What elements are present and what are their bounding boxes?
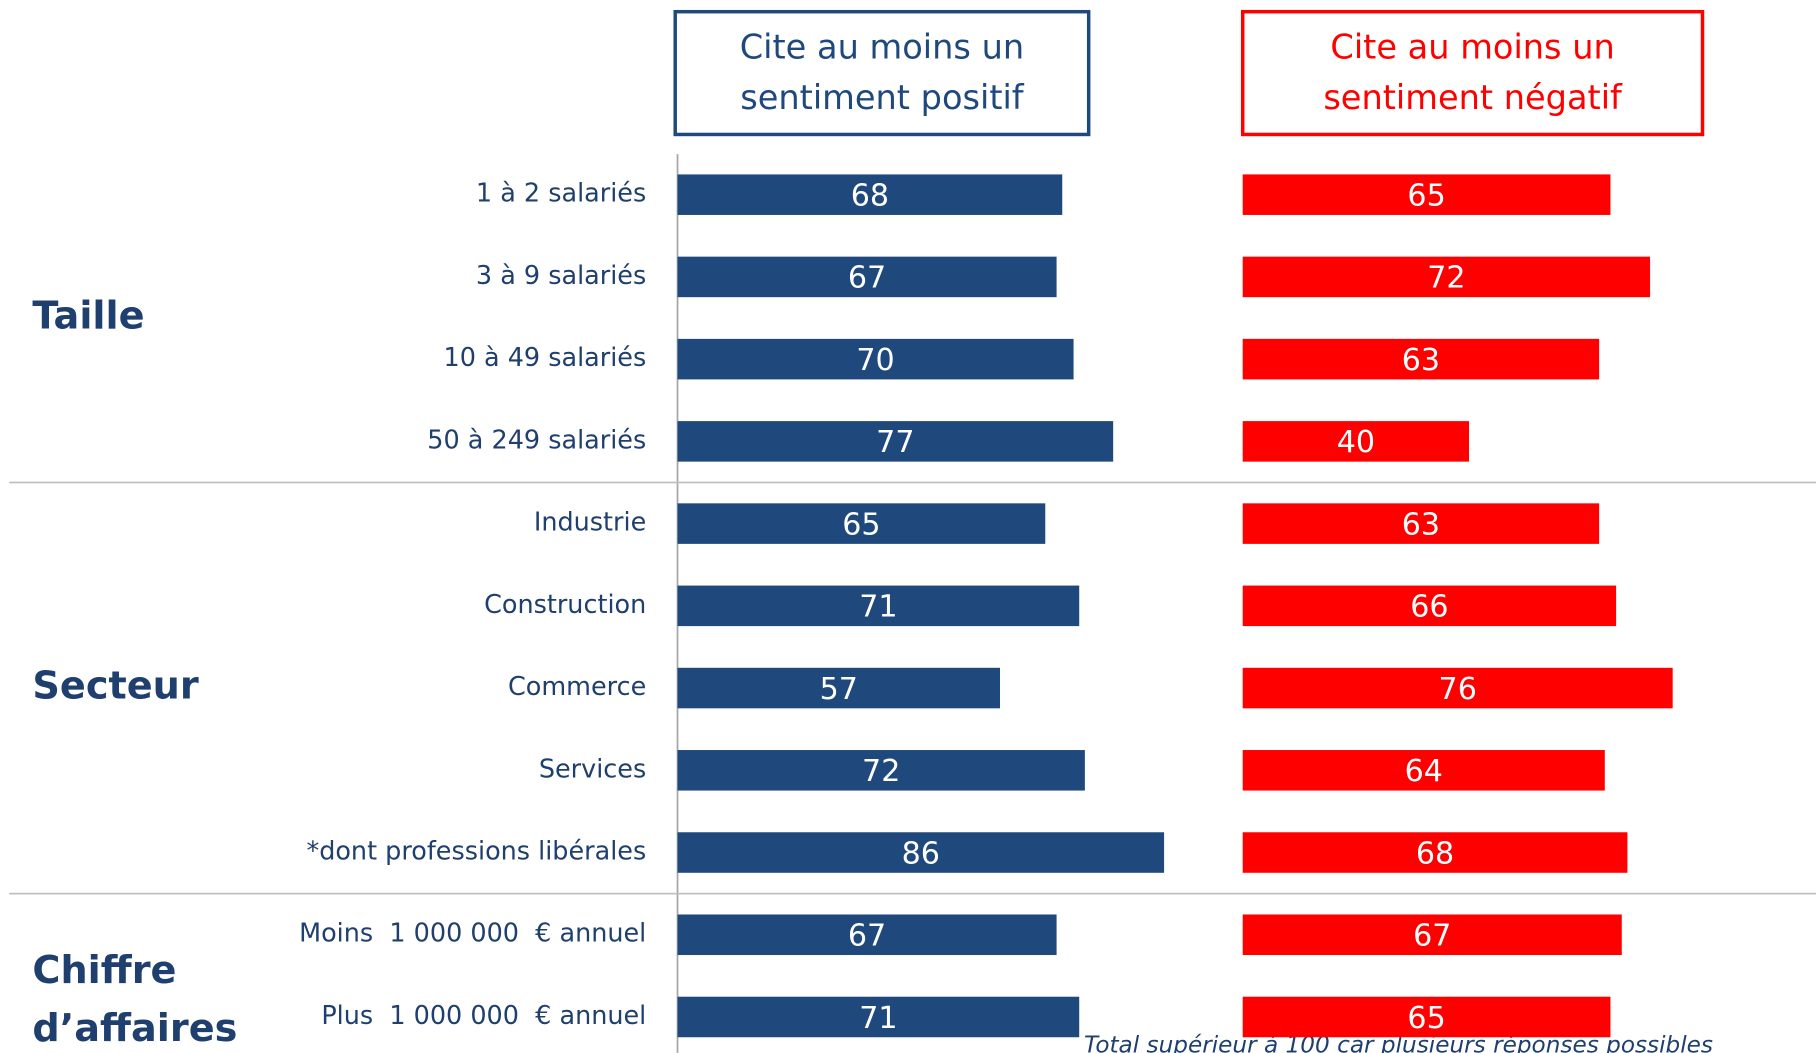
data-label: 71 — [859, 590, 897, 625]
series-header-box — [1240, 9, 1705, 137]
bar — [677, 421, 1114, 462]
category-label: Industrie — [534, 508, 646, 538]
bar — [1242, 750, 1605, 791]
series-header: sentiment positif — [740, 78, 1025, 117]
bar — [1242, 174, 1611, 215]
data-label: 72 — [862, 754, 900, 789]
series-header: Cite au moins un — [740, 27, 1024, 66]
series-header: Cite au moins un — [1330, 27, 1614, 66]
series-header-box — [673, 9, 1091, 137]
bar — [677, 174, 1063, 215]
bar — [1242, 503, 1600, 544]
group-label: Taille — [32, 295, 144, 339]
category-label: 50 à 249 salariés — [427, 425, 646, 455]
data-label: 86 — [902, 836, 940, 871]
bar — [1242, 421, 1470, 462]
data-label: 63 — [1402, 507, 1440, 542]
bar — [1242, 996, 1611, 1038]
bar — [677, 503, 1046, 544]
group-label: d’affaires — [32, 1007, 237, 1051]
bar — [677, 832, 1165, 873]
bar — [677, 338, 1074, 380]
data-label: 72 — [1427, 261, 1465, 296]
bar — [677, 750, 1085, 791]
data-label: 76 — [1439, 672, 1477, 707]
data-label: 40 — [1337, 425, 1375, 460]
series-header: sentiment négatif — [1323, 78, 1623, 117]
category-label: Construction — [484, 590, 646, 620]
category-label: 3 à 9 salariés — [476, 261, 646, 291]
bar — [1242, 832, 1628, 873]
data-label: 77 — [876, 425, 914, 460]
data-label: 64 — [1405, 754, 1443, 789]
data-label: 67 — [1413, 919, 1451, 954]
bar — [1242, 256, 1651, 298]
category-label: Moins 1 000 000 € annuel — [299, 919, 646, 949]
data-label: 70 — [856, 343, 894, 378]
bar — [677, 667, 1001, 709]
data-label: 63 — [1402, 343, 1440, 378]
bar — [677, 256, 1057, 298]
group-label: Secteur — [32, 665, 198, 709]
category-label: 10 à 49 salariés — [443, 343, 646, 373]
data-label: 71 — [859, 1001, 897, 1036]
category-label: Commerce — [508, 672, 646, 702]
bar — [1242, 338, 1600, 380]
category-label: Services — [539, 754, 646, 784]
data-label: 67 — [848, 919, 886, 954]
category-label: Plus 1 000 000 € annuel — [321, 1001, 646, 1031]
data-label: 57 — [820, 672, 858, 707]
bar — [1242, 585, 1617, 627]
footnote: Total supérieur à 100 car plusieurs répo… — [1084, 1032, 1713, 1053]
bar — [1242, 667, 1673, 709]
category-label: *dont professions libérales — [306, 837, 646, 867]
bar — [677, 914, 1057, 956]
data-label: 66 — [1410, 590, 1448, 625]
data-label: 68 — [851, 179, 889, 214]
data-label: 68 — [1416, 836, 1454, 871]
category-label: 1 à 2 salariés — [476, 179, 646, 209]
data-label: 67 — [848, 261, 886, 296]
data-label: 65 — [1407, 179, 1445, 214]
bar — [677, 585, 1080, 627]
bar — [677, 996, 1080, 1038]
data-label: 65 — [1407, 1001, 1445, 1036]
bar — [1242, 914, 1622, 956]
group-label: Chiffre — [32, 949, 176, 993]
data-label: 65 — [842, 507, 880, 542]
